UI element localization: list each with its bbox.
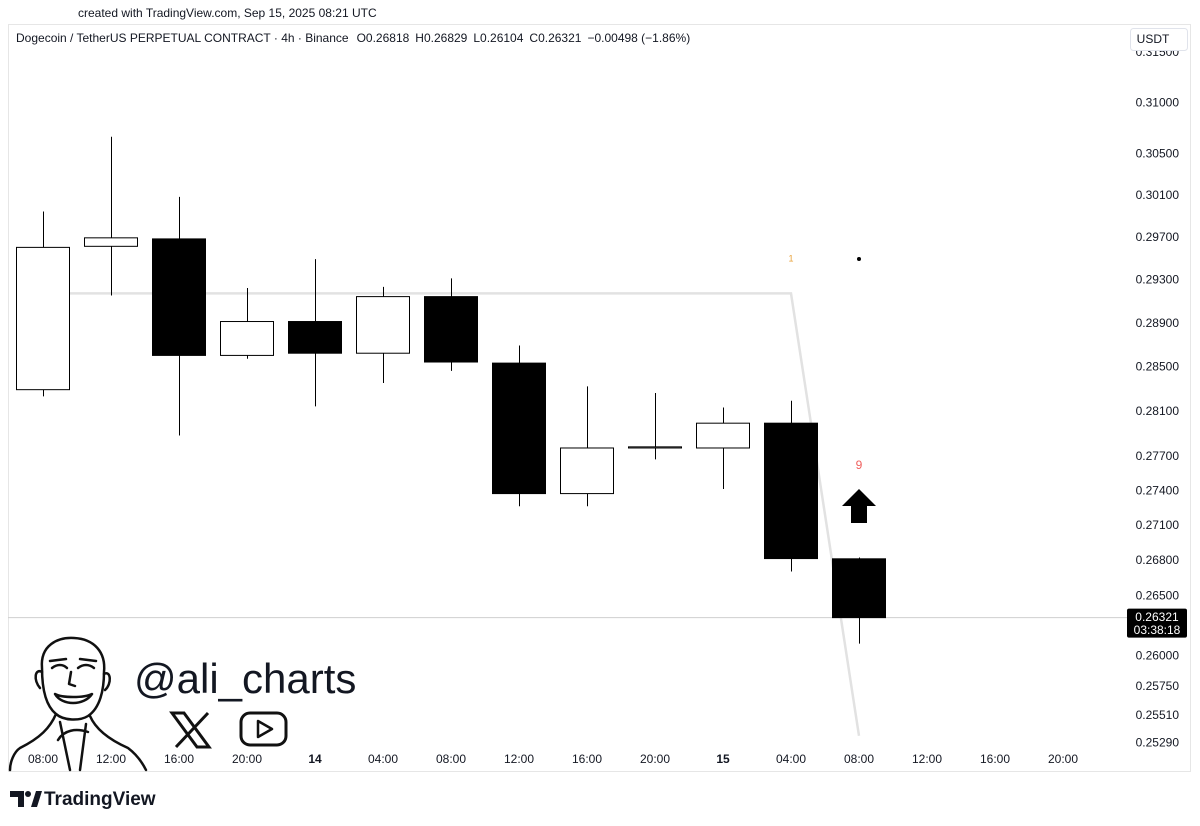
currency-label: USDT: [1137, 32, 1170, 46]
symbol: Dogecoin / TetherUS PERPETUAL CONTRACT ·…: [16, 31, 349, 45]
x-tick-label: 16:00: [572, 752, 602, 766]
ohlc-value: O0.26818: [357, 31, 410, 45]
x-tick-label: 12:00: [912, 752, 942, 766]
x-tick-label: 08:00: [844, 752, 874, 766]
candle-body: [764, 422, 818, 560]
y-tick-label: 0.28900: [1136, 316, 1180, 330]
candle-body: [628, 446, 682, 449]
y-tick-label: 0.26800: [1136, 553, 1180, 567]
x-tick-label: 20:00: [640, 752, 670, 766]
y-tick-label: 0.31000: [1136, 95, 1180, 109]
candle-body: [152, 238, 206, 356]
x-tick-label: 12:00: [504, 752, 534, 766]
currency-box: [1130, 28, 1188, 51]
youtube-logo: [239, 711, 288, 747]
signal-label: 9: [856, 458, 863, 472]
signal-arrow: [842, 489, 876, 523]
x-tick-label: 04:00: [368, 752, 398, 766]
y-tick-label: 0.26500: [1136, 588, 1180, 602]
candle-body: [220, 321, 274, 356]
candle-body: [16, 246, 70, 391]
y-tick-label: 0.26000: [1136, 648, 1180, 662]
tradingview-logo: [10, 791, 42, 807]
y-tick-label: 0.25750: [1136, 679, 1180, 693]
y-tick-label: 0.25510: [1136, 708, 1180, 722]
candle-body: [288, 321, 342, 354]
x-tick-label: 14: [308, 752, 322, 766]
x-tick-label: 20:00: [1048, 752, 1078, 766]
x-tick-label: 04:00: [776, 752, 806, 766]
y-tick-label: 0.30500: [1136, 146, 1180, 160]
candle-body: [356, 296, 410, 354]
candle-body: [560, 447, 614, 495]
signal-dot: [857, 257, 861, 261]
x-tick-label: 16:00: [164, 752, 194, 766]
y-tick-label: 0.27400: [1136, 483, 1180, 497]
candle-body: [492, 362, 546, 495]
y-tick-label: 0.30100: [1136, 188, 1180, 202]
y-tick-label: 0.29300: [1136, 273, 1180, 287]
candle-body: [424, 296, 478, 363]
ohlc-value: C0.26321: [529, 31, 581, 45]
avatar: [8, 636, 148, 772]
chart-title: Dogecoin / TetherUS PERPETUAL CONTRACT ·…: [16, 31, 690, 45]
price-tag-label: 0.26321: [1135, 610, 1179, 624]
chart-frame: [8, 24, 1191, 772]
y-tick-label: 0.28500: [1136, 360, 1180, 374]
ohlc-value: −0.00498 (−1.86%): [587, 31, 690, 45]
brand: TradingView: [44, 789, 156, 810]
ohlc-value: H0.26829: [415, 31, 467, 45]
candle-body: [696, 422, 750, 449]
plot: [8, 136, 1127, 737]
watermark-handle: @ali_charts: [134, 655, 356, 702]
candle-body: [832, 558, 886, 619]
ohlc-value: L0.26104: [473, 31, 523, 45]
x-logo: [169, 711, 212, 749]
x-tick-label: 20:00: [232, 752, 262, 766]
created-note: created with TradingView.com, Sep 15, 20…: [78, 6, 377, 20]
y-tick-label: 0.27100: [1136, 518, 1180, 532]
x-tick-label: 12:00: [96, 752, 126, 766]
x-tick-label: 08:00: [436, 752, 466, 766]
countdown-label: 03:38:18: [1134, 623, 1181, 637]
y-tick-label: 0.29700: [1136, 230, 1180, 244]
y-tick-label: 0.28100: [1136, 404, 1180, 418]
y-tick-label: 0.27700: [1136, 449, 1180, 463]
x-tick-label: 08:00: [28, 752, 58, 766]
y-tick-label: 0.25290: [1136, 735, 1180, 749]
x-tick-label: 16:00: [980, 752, 1010, 766]
candle-body: [84, 237, 138, 247]
x-tick-label: 15: [716, 752, 730, 766]
price-tag: [1127, 608, 1187, 638]
signal-label: 1: [788, 253, 793, 263]
